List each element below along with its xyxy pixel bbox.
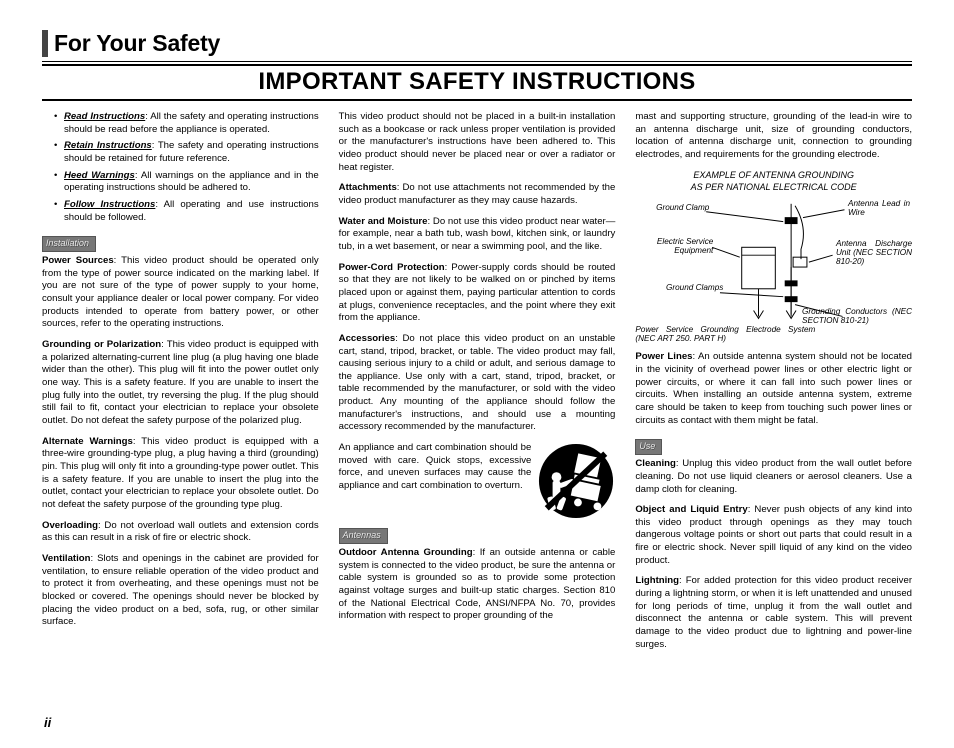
subhead-use: Use — [635, 439, 662, 455]
para-accessories: Accessories: Do not place this video pro… — [339, 333, 616, 434]
para-powercord: Power-Cord Protection: Power-supply cord… — [339, 262, 616, 325]
column-1: • Read Instructions: All the safety and … — [42, 111, 319, 659]
para-object-entry: Object and Liquid Entry: Never push obje… — [635, 504, 912, 567]
column-2: This video product should not be placed … — [339, 111, 616, 659]
lbl-grounding-conductors: Grounding Conductors (NEC SECTION 810-21… — [802, 307, 912, 325]
figure-caption: EXAMPLE OF ANTENNA GROUNDING AS PER NATI… — [635, 170, 912, 194]
para-ventilation: Ventilation: Slots and openings in the c… — [42, 553, 319, 629]
bullet-dot: • — [54, 140, 64, 165]
lbl-electric-service: Electric Service Equipment — [635, 237, 713, 255]
subhead-antennas: Antennas — [339, 528, 388, 544]
para-powerlines: Power Lines: An outside antenna system s… — [635, 351, 912, 427]
columns: • Read Instructions: All the safety and … — [42, 111, 912, 659]
cart-warning-icon — [537, 442, 615, 520]
para-lightning: Lightning: For added protection for this… — [635, 575, 912, 651]
para-alternate: Alternate Warnings: This video product i… — [42, 436, 319, 512]
rule-top — [42, 61, 912, 62]
bullet-retain: • Retain Instructions: The safety and op… — [42, 140, 319, 165]
bullet-dot: • — [54, 111, 64, 136]
lbl-ground-clamp: Ground Clamp — [639, 203, 709, 212]
para-power-sources: Power Sources: This video product should… — [42, 255, 319, 331]
bullet-dot: • — [54, 199, 64, 224]
para-outdoor: Outdoor Antenna Grounding: If an outside… — [339, 547, 616, 623]
lbl-ground-clamps: Ground Clamps — [665, 283, 723, 292]
lbl-antenna-lead: Antenna Lead in Wire — [848, 199, 910, 217]
para-water: Water and Moisture: Do not use this vide… — [339, 216, 616, 254]
lbl-discharge: Antenna Discharge Unit (NEC SECTION 810-… — [836, 239, 912, 266]
page-number: ii — [44, 715, 51, 730]
bullet-heed: • Heed Warnings: All warnings on the app… — [42, 170, 319, 195]
para-grounding: Grounding or Polarization: This video pr… — [42, 339, 319, 428]
subhead-installation: Installation — [42, 236, 96, 252]
section-title: For Your Safety — [42, 30, 912, 57]
column-3: mast and supporting structure, grounding… — [635, 111, 912, 659]
para-overloading: Overloading: Do not overload wall outlet… — [42, 520, 319, 545]
main-title: IMPORTANT SAFETY INSTRUCTIONS — [42, 64, 912, 101]
lbl-power-service: Power Service Grounding Electrode System… — [635, 325, 815, 343]
para-cont3: mast and supporting structure, grounding… — [635, 111, 912, 162]
para-attachments: Attachments: Do not use attachments not … — [339, 182, 616, 207]
bullet-follow: • Follow Instructions: All operating and… — [42, 199, 319, 224]
antenna-diagram: Ground Clamp Antenna Lead in Wire Electr… — [635, 197, 912, 345]
bullet-read: • Read Instructions: All the safety and … — [42, 111, 319, 136]
para-cont: This video product should not be placed … — [339, 111, 616, 174]
para-cleaning: Cleaning: Unplug this video product from… — [635, 458, 912, 496]
bullet-dot: • — [54, 170, 64, 195]
